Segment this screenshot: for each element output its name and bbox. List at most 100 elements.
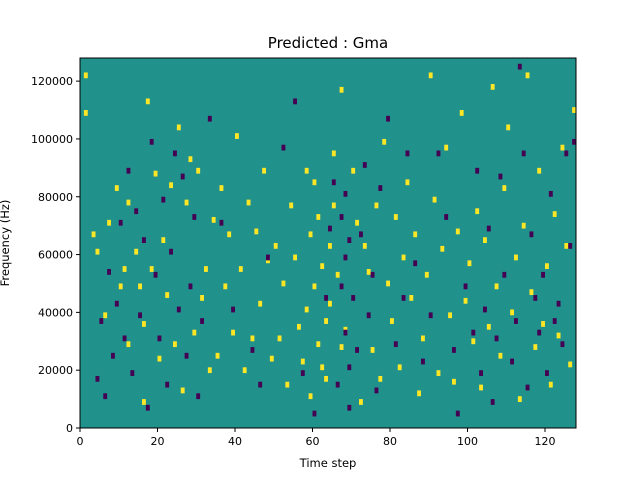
heatmap-cell-low	[176, 306, 181, 313]
heatmap-cells	[83, 63, 576, 417]
heatmap-cell-high	[320, 364, 325, 371]
heatmap-cell-high	[393, 214, 398, 220]
heatmap-cell-high	[506, 124, 511, 131]
heatmap-cell-high	[351, 167, 356, 174]
heatmap-cell-high	[95, 248, 100, 255]
heatmap-cell-low	[114, 300, 119, 307]
heatmap-cell-high	[83, 72, 88, 79]
y-tick-label: 60000	[38, 249, 73, 262]
heatmap-cell-high	[331, 150, 336, 157]
heatmap-cell-low	[347, 404, 352, 411]
heatmap-cell-high	[320, 263, 325, 270]
heatmap-cell-high	[297, 323, 301, 330]
heatmap-cell-low	[343, 329, 348, 336]
heatmap-cell-high	[293, 254, 297, 261]
chart-title: Predicted : Gma	[268, 34, 388, 52]
heatmap-cell-high	[204, 266, 208, 272]
heatmap-cell-high	[300, 358, 305, 365]
y-tick-label: 20000	[38, 364, 73, 377]
heatmap-cell-high	[548, 381, 553, 388]
x-tick-label: 120	[535, 435, 556, 448]
y-axis-label: Frequency (Hz)	[0, 200, 12, 287]
heatmap-cell-low	[494, 335, 499, 342]
heatmap-cell-high	[258, 300, 263, 307]
heatmap-cell-low	[347, 364, 352, 371]
heatmap-cell-low	[347, 237, 352, 243]
heatmap-cell-low	[300, 370, 305, 376]
heatmap-cell-high	[316, 341, 321, 348]
heatmap-cell-low	[455, 410, 460, 417]
heatmap-cell-high	[328, 243, 332, 249]
heatmap-cell-high	[467, 260, 472, 267]
heatmap-cell-high	[335, 271, 340, 278]
heatmap-cell-high	[386, 280, 390, 287]
heatmap-cell-low	[335, 381, 340, 388]
heatmap-cell-high	[176, 124, 181, 131]
heatmap-cell-high	[355, 219, 359, 226]
heatmap-cell-high	[231, 329, 235, 336]
heatmap-cell-high	[537, 167, 542, 174]
heatmap-cell-high	[366, 269, 371, 275]
heatmap-cell-low	[541, 271, 545, 278]
heatmap-cell-low	[452, 347, 456, 353]
heatmap-cell-high	[227, 231, 232, 238]
heatmap-cell-low	[556, 300, 561, 307]
x-tick-label: 40	[228, 435, 242, 448]
heatmap-cell-low	[471, 329, 476, 336]
heatmap-cell-low	[351, 295, 356, 301]
heatmap-cell-low	[192, 214, 197, 220]
heatmap-cell-high	[432, 196, 437, 203]
heatmap-cell-low	[188, 283, 193, 290]
heatmap-cell-high	[378, 375, 383, 382]
heatmap-cell-low	[343, 254, 348, 261]
x-tick-label: 60	[306, 435, 320, 448]
heatmap-cell-low	[126, 167, 131, 174]
heatmap-cell-high	[281, 280, 286, 287]
y-tick-label: 0	[66, 422, 73, 435]
heatmap-cell-low	[165, 381, 170, 388]
heatmap-cell-high	[413, 231, 418, 238]
heatmap-cell-low	[366, 312, 371, 319]
heatmap-cell-low	[401, 295, 406, 301]
heatmap-cell-high	[285, 381, 290, 388]
heatmap-cell-low	[138, 312, 142, 319]
heatmap-cell-low	[444, 214, 449, 220]
heatmap-cell-high	[525, 72, 530, 79]
heatmap-cell-high	[421, 335, 425, 342]
heatmap-cell-high	[215, 352, 220, 359]
heatmap-cell-high	[424, 271, 429, 278]
heatmap-cell-low	[266, 254, 270, 261]
heatmap-cell-high	[173, 341, 177, 348]
heatmap-cell-high	[304, 306, 309, 313]
heatmap-cell-low	[95, 375, 100, 382]
heatmap-cell-high	[405, 179, 410, 186]
heatmap-cell-high	[370, 347, 375, 353]
heatmap-cell-low	[525, 384, 530, 391]
heatmap-cell-high	[471, 338, 476, 345]
heatmap-cell-high	[521, 222, 526, 229]
heatmap-cell-low	[169, 248, 173, 255]
heatmap-cell-high	[169, 182, 173, 189]
heatmap-cell-low	[134, 208, 139, 215]
heatmap-cell-low	[219, 219, 224, 226]
heatmap-cell-low	[180, 173, 185, 180]
heatmap-cell-high	[374, 202, 379, 209]
heatmap-cell-high	[572, 107, 576, 113]
heatmap-cell-high	[502, 185, 507, 191]
heatmap-cell-high	[328, 300, 332, 307]
heatmap-cell-high	[545, 263, 549, 270]
heatmap-cell-low	[258, 381, 263, 388]
heatmap-cell-high	[359, 399, 363, 405]
heatmap-cell-low	[231, 306, 235, 313]
heatmap-cell-low	[130, 370, 135, 376]
heatmap-cell-low	[173, 150, 177, 157]
heatmap-cell-low	[339, 214, 344, 220]
heatmap-cell-low	[343, 190, 348, 197]
heatmap-cell-low	[537, 329, 542, 336]
x-axis-label: Time step	[299, 456, 357, 470]
heatmap-cell-low	[161, 196, 166, 203]
heatmap-cell-high	[142, 321, 146, 327]
heatmap-cell-low	[421, 358, 425, 365]
heatmap-cell-low	[111, 352, 115, 359]
